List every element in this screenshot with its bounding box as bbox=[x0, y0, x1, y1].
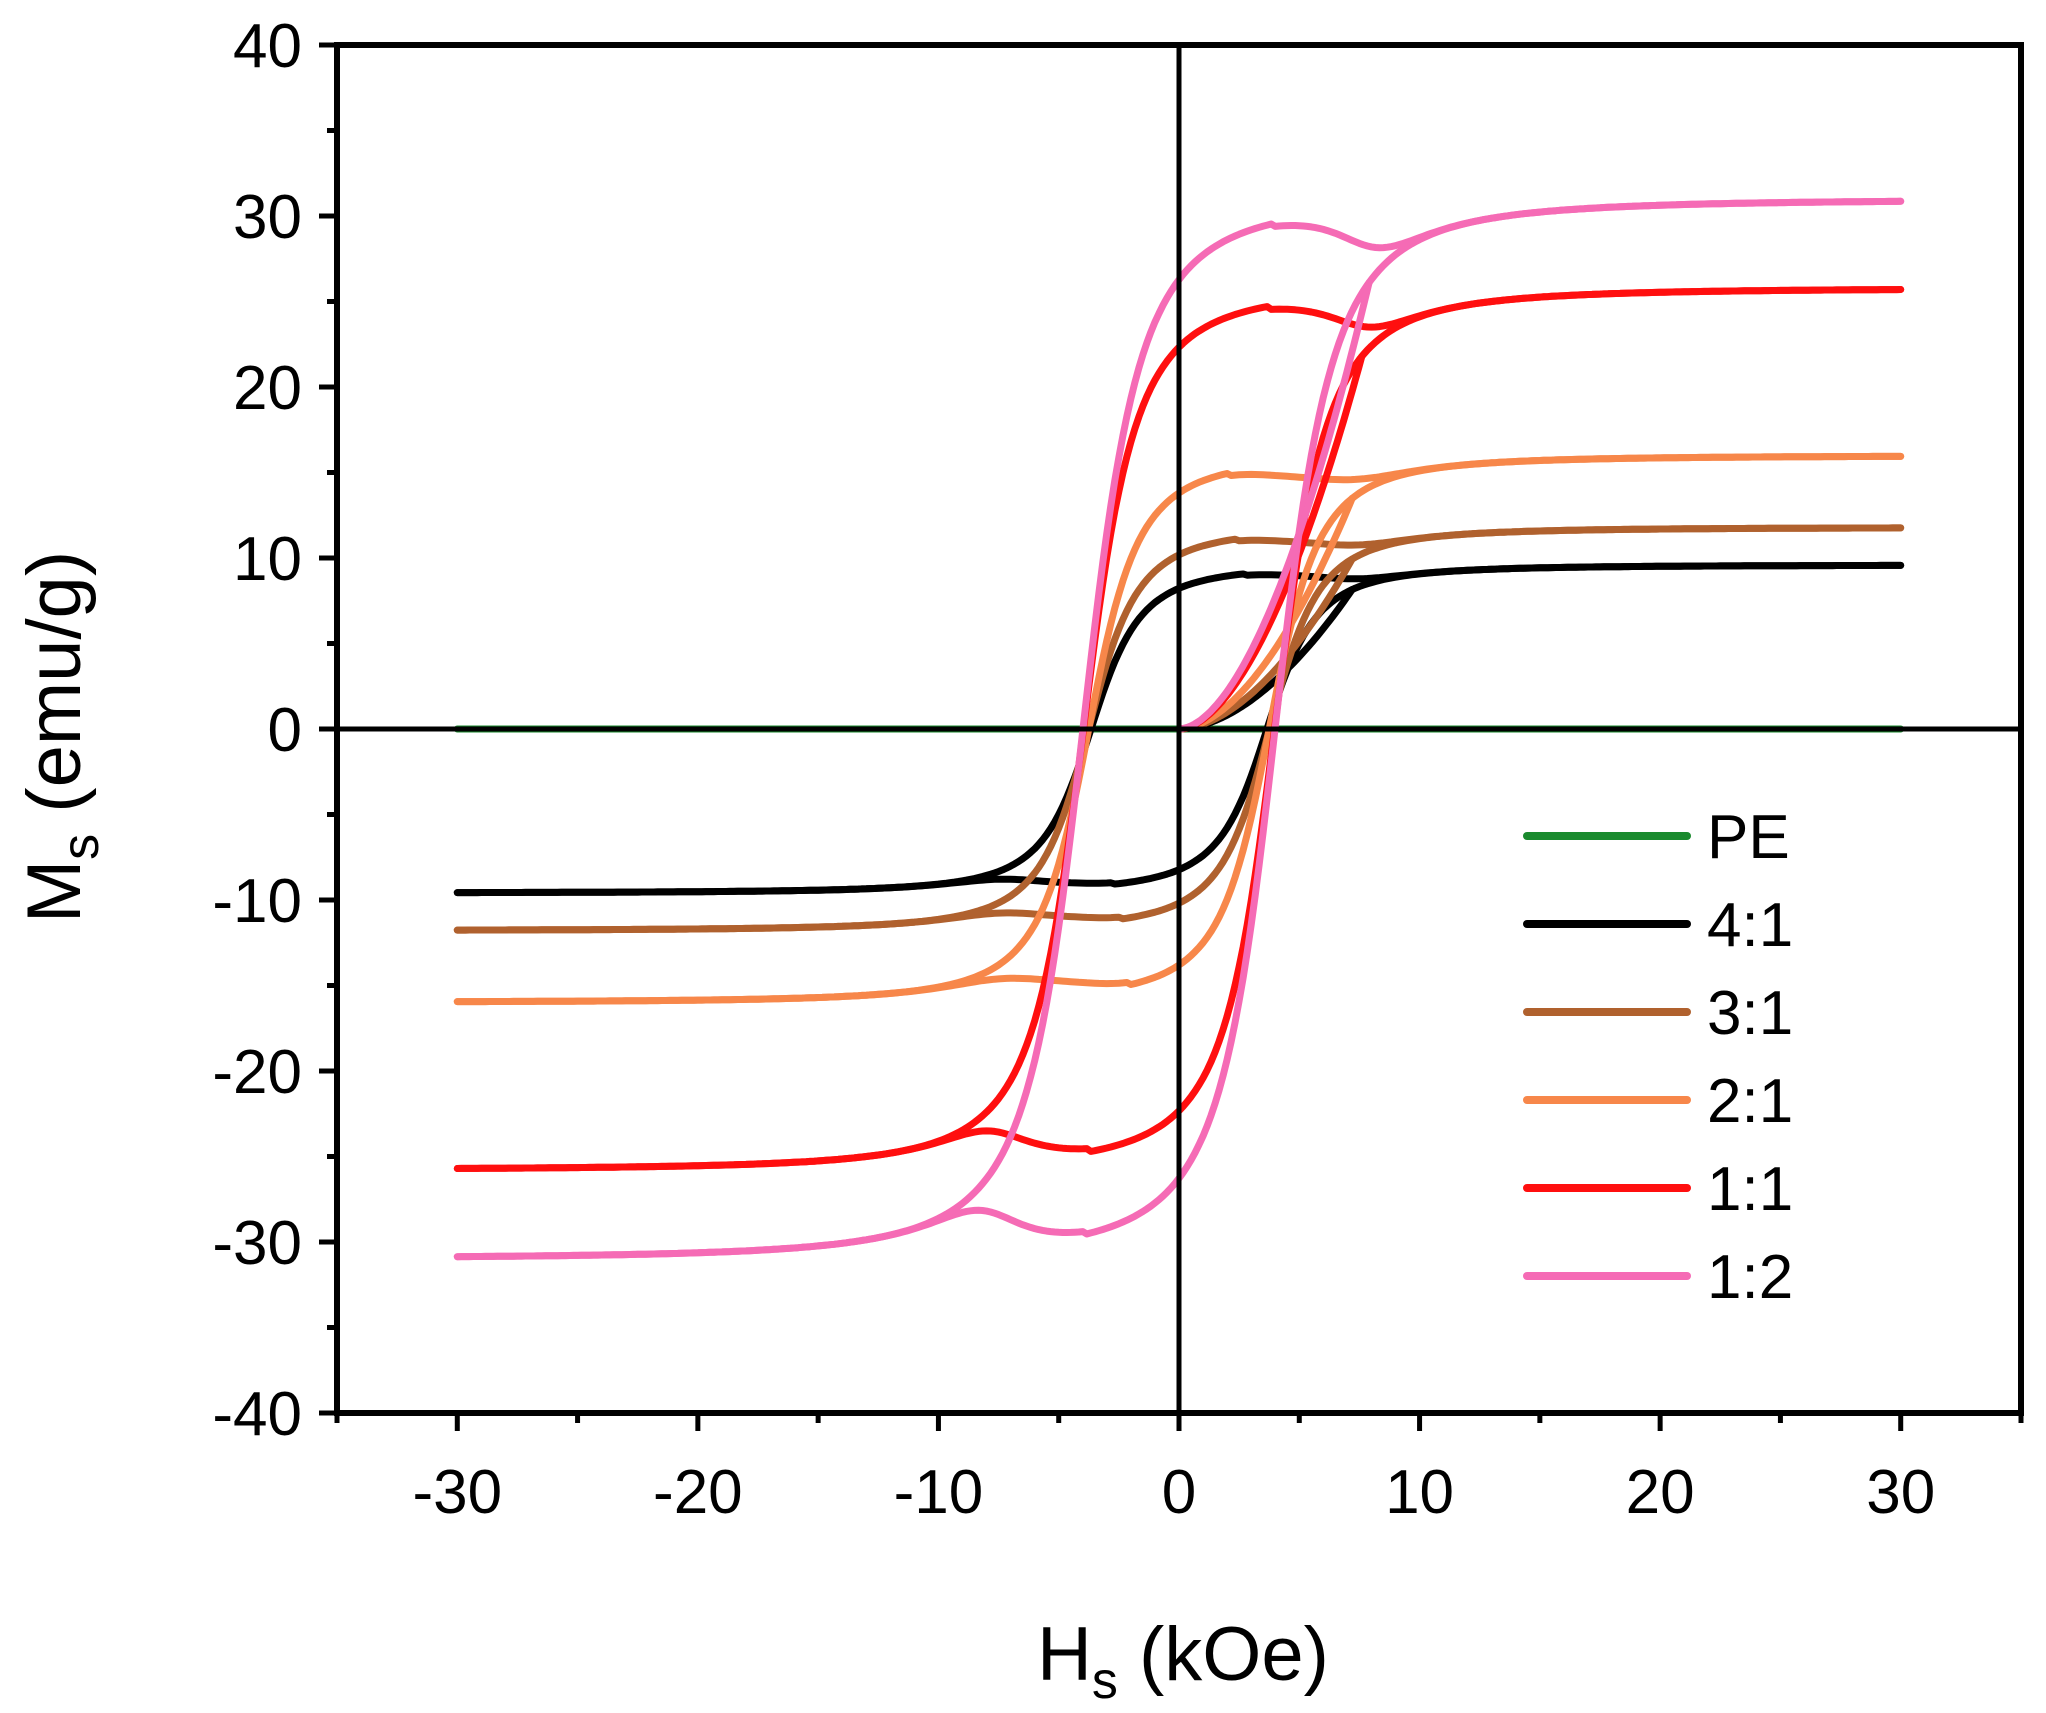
y-tick-label: 40 bbox=[233, 12, 302, 81]
initial-magnetization bbox=[1175, 279, 1373, 733]
x-tick-label: -30 bbox=[412, 1458, 502, 1527]
y-axis-title-unit: (emu/g) bbox=[12, 551, 97, 834]
x-tick-label: 10 bbox=[1385, 1458, 1454, 1527]
y-axis-title-main: M bbox=[12, 860, 97, 923]
legend-label: 4:1 bbox=[1707, 891, 1793, 960]
x-axis-title-main: H bbox=[1037, 1612, 1092, 1697]
x-tick-label: 0 bbox=[1162, 1458, 1196, 1527]
tick-labels: -30 -20 -10 0 10 20 30 -40 -30 -20 -10 0 10 20 30 40 bbox=[212, 12, 1935, 1527]
y-tick-label: 0 bbox=[268, 696, 302, 765]
x-axis-title-sub: s bbox=[1092, 1652, 1118, 1710]
zero-lines bbox=[337, 45, 2021, 1413]
y-tick-label: -20 bbox=[212, 1038, 302, 1107]
legend-label: 3:1 bbox=[1707, 979, 1793, 1048]
legend-item-PE: PE bbox=[1523, 803, 1790, 872]
x-axis-title-unit: (kOe) bbox=[1118, 1612, 1329, 1697]
legend-label: PE bbox=[1707, 803, 1790, 872]
legend: PE 4:1 3:1 2:1 1:1 1:2 bbox=[1523, 803, 1793, 1312]
x-tick-label: 20 bbox=[1626, 1458, 1695, 1527]
legend-label: 2:1 bbox=[1707, 1067, 1793, 1136]
axis-ticks bbox=[319, 42, 2024, 1431]
legend-item-2-1: 2:1 bbox=[1523, 1067, 1793, 1136]
y-tick-label: 20 bbox=[233, 354, 302, 423]
y-tick-label: 30 bbox=[233, 183, 302, 252]
legend-item-1-1: 1:1 bbox=[1523, 1155, 1793, 1224]
y-tick-label: -30 bbox=[212, 1209, 302, 1278]
legend-item-1-2: 1:2 bbox=[1523, 1243, 1793, 1312]
x-tick-label: -20 bbox=[653, 1458, 743, 1527]
x-tick-label: 30 bbox=[1866, 1458, 1935, 1527]
legend-label: 1:1 bbox=[1707, 1155, 1793, 1224]
x-tick-label: -10 bbox=[894, 1458, 984, 1527]
y-axis-title: Ms (emu/g) bbox=[12, 551, 110, 923]
legend-item-3-1: 3:1 bbox=[1523, 979, 1793, 1048]
y-axis-title-sub: s bbox=[52, 834, 110, 860]
legend-item-4-1: 4:1 bbox=[1523, 891, 1793, 960]
legend-label: 1:2 bbox=[1707, 1243, 1793, 1312]
y-tick-label: -10 bbox=[212, 867, 302, 936]
y-tick-label: -40 bbox=[212, 1380, 302, 1449]
y-tick-label: 10 bbox=[233, 525, 302, 594]
x-axis-title: Hs (kOe) bbox=[1037, 1612, 1329, 1710]
